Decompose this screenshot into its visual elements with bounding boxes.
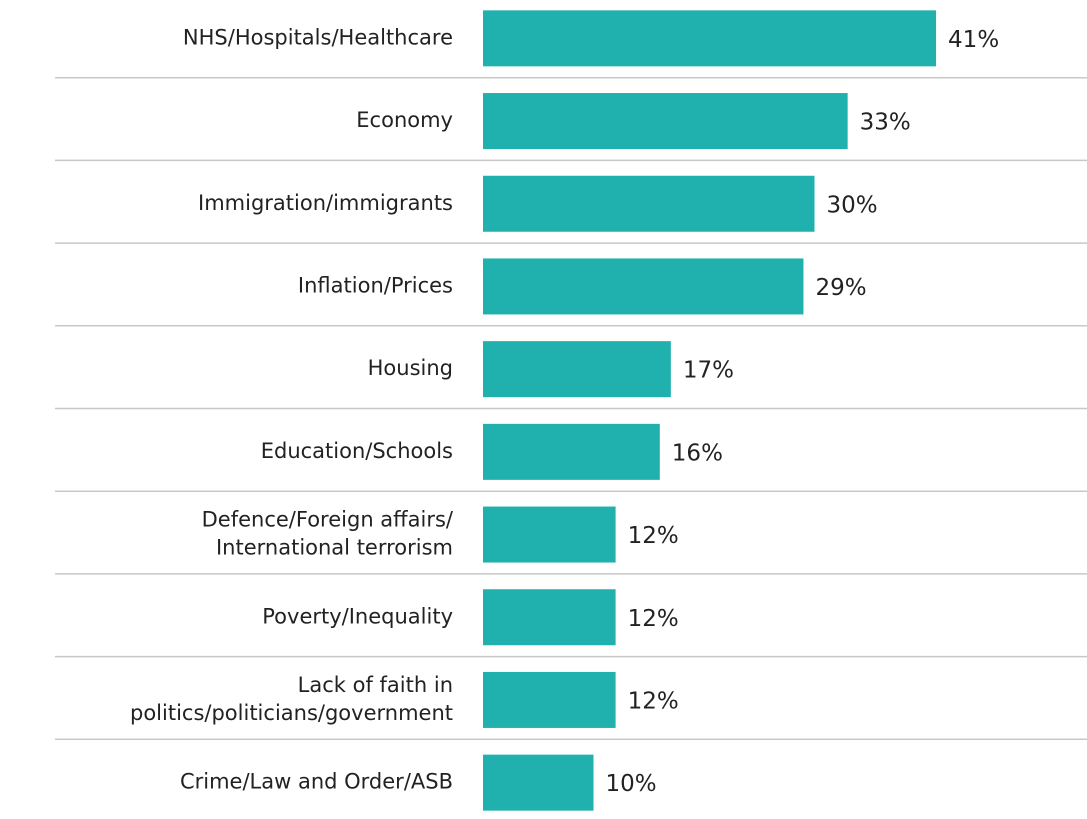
category-label: Crime/Law and Order/ASB xyxy=(180,770,453,794)
category-label: Defence/Foreign affairs/International te… xyxy=(202,508,454,560)
category-label: Education/Schools xyxy=(261,439,453,463)
value-label: 12% xyxy=(628,523,679,549)
category-label: Lack of faith in politics/politicians/gov… xyxy=(130,673,453,725)
value-label: 12% xyxy=(628,688,679,714)
value-label: 30% xyxy=(827,192,878,218)
category-label: Poverty/Inequality xyxy=(262,604,453,628)
value-label: 16% xyxy=(672,440,723,466)
bar xyxy=(483,93,848,150)
category-label: Inflation/Prices xyxy=(298,273,453,297)
value-label: 29% xyxy=(815,275,866,301)
bar xyxy=(483,341,671,398)
bar xyxy=(483,506,616,563)
bar xyxy=(483,175,815,232)
bar xyxy=(483,589,616,646)
bar xyxy=(483,423,660,480)
category-label: Immigration/immigrants xyxy=(198,191,453,215)
bar xyxy=(483,671,616,728)
bar xyxy=(483,258,804,315)
bar xyxy=(483,754,594,811)
value-label: 10% xyxy=(606,771,657,797)
category-label: Housing xyxy=(368,356,453,380)
value-label: 12% xyxy=(628,606,679,632)
value-label: 41% xyxy=(948,27,999,53)
value-label: 17% xyxy=(683,358,734,384)
category-label: Economy xyxy=(356,108,453,132)
bar xyxy=(483,10,937,67)
value-label: 33% xyxy=(860,110,911,136)
category-label: NHS/Hospitals/Healthcare xyxy=(183,25,453,49)
